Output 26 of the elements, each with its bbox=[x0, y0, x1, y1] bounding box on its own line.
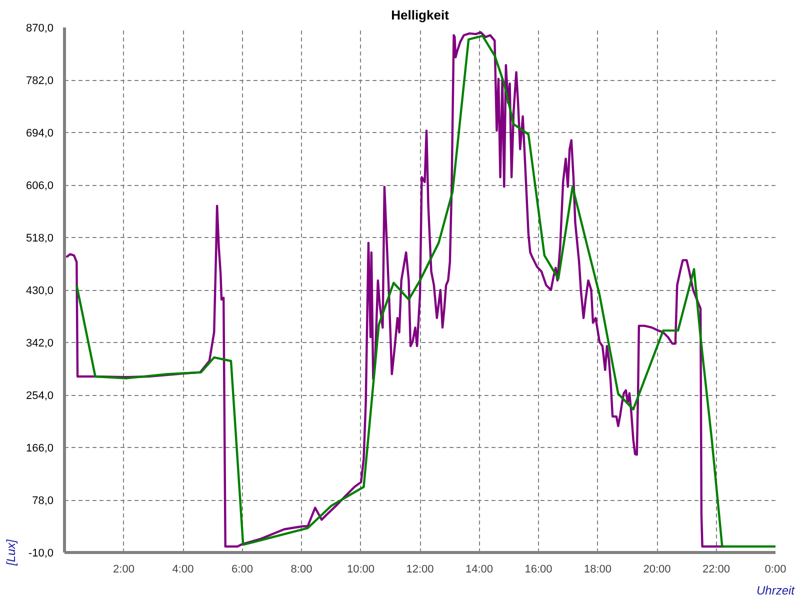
x-tick-label: 18:00 bbox=[584, 564, 612, 576]
x-tick-label: 8:00 bbox=[290, 564, 312, 576]
y-tick-label: 782,0 bbox=[26, 75, 54, 87]
y-tick-label: 606,0 bbox=[26, 180, 54, 192]
x-tick-label: 22:00 bbox=[702, 564, 730, 576]
y-tick-label: 78,0 bbox=[32, 495, 54, 507]
x-tick-label: 2:00 bbox=[113, 564, 134, 576]
x-tick-label: 20:00 bbox=[643, 564, 671, 576]
x-tick-label: 0:00 bbox=[764, 564, 786, 576]
x-tick-label: 14:00 bbox=[465, 564, 494, 576]
x-tick-label: 6:00 bbox=[232, 564, 253, 576]
x-tick-label: 16:00 bbox=[524, 564, 552, 576]
y-tick-label: 254,0 bbox=[26, 390, 54, 402]
y-tick-label: 342,0 bbox=[26, 338, 54, 350]
y-tick-label: 518,0 bbox=[26, 232, 54, 244]
y-tick-label: 870,0 bbox=[26, 22, 54, 34]
y-tick-label: 430,0 bbox=[26, 285, 54, 297]
y-tick-label: 694,0 bbox=[26, 128, 54, 140]
x-axis-title: Uhrzeit bbox=[756, 584, 796, 598]
x-tick-label: 4:00 bbox=[172, 564, 194, 576]
chart-title: Helligkeit bbox=[391, 8, 450, 22]
y-tick-label: 166,0 bbox=[26, 442, 54, 454]
y-tick-label: -10,0 bbox=[28, 548, 54, 560]
x-tick-label: 10:00 bbox=[346, 564, 375, 576]
y-axis-title: [Lux] bbox=[4, 538, 18, 567]
x-tick-label: 12:00 bbox=[406, 564, 434, 576]
